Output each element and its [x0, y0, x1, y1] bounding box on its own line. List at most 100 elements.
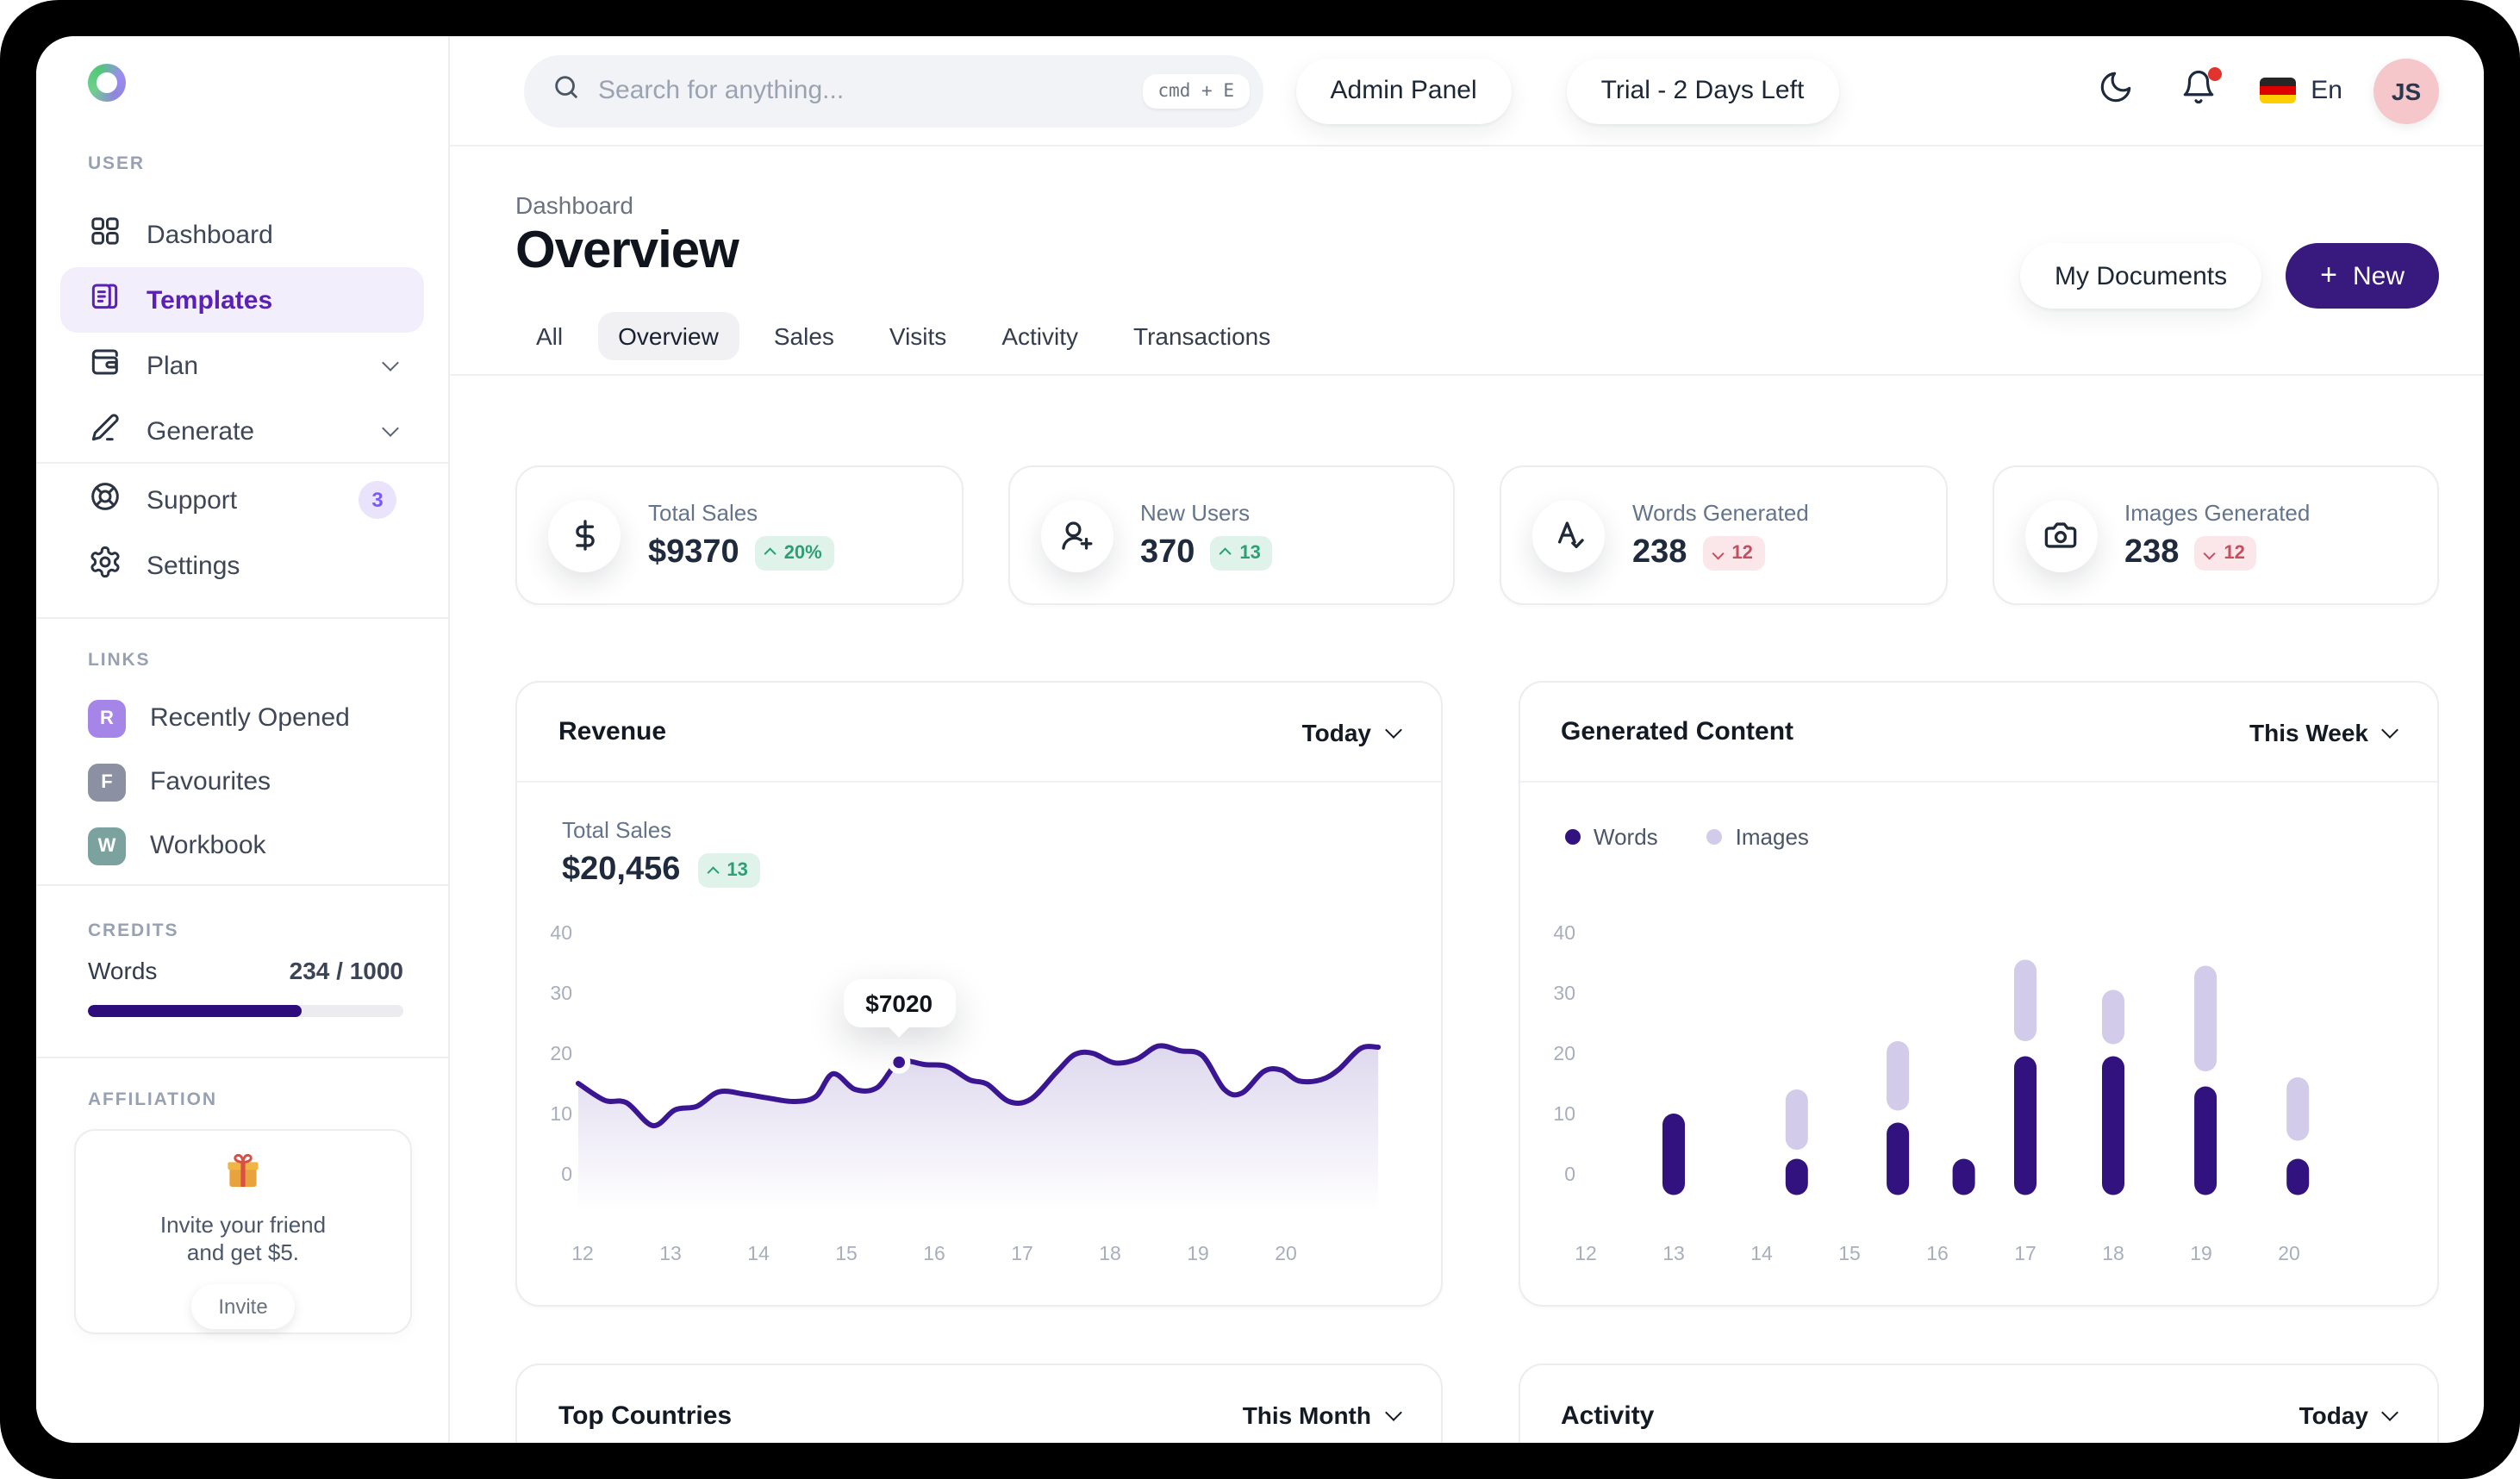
tab-transactions[interactable]: Transactions: [1133, 322, 1271, 350]
sidebar-item-support[interactable]: Support 3: [60, 467, 424, 533]
svg-text:40: 40: [550, 921, 572, 944]
sidebar-support-list: Support 3 Settings: [60, 467, 424, 598]
dark-mode-toggle[interactable]: [2097, 71, 2135, 109]
svg-text:20: 20: [1552, 1042, 1575, 1064]
stat-card-total-sales[interactable]: Total Sales $9370 20%: [515, 465, 963, 605]
stat-title: New Users: [1140, 499, 1251, 525]
chevron-down-icon: [2381, 721, 2398, 738]
header-actions: My Documents + New: [2020, 243, 2439, 309]
legend-item-words: Words: [1564, 824, 1658, 850]
stat-value: 238: [1632, 534, 1687, 570]
svg-text:20: 20: [1275, 1242, 1297, 1264]
search-placeholder: Search for anything...: [598, 76, 845, 105]
topbar: Search for anything... cmd + E Admin Pan…: [450, 36, 2484, 147]
user-avatar[interactable]: JS: [2373, 58, 2439, 123]
stat-card-images-generated[interactable]: Images Generated 238 12: [1992, 465, 2439, 605]
chevron-down-icon: [1384, 721, 1401, 738]
my-documents-button[interactable]: My Documents: [2020, 243, 2262, 309]
svg-text:18: 18: [2101, 1242, 2124, 1264]
link-badge: W: [88, 827, 126, 864]
credits-progress-fill: [88, 1005, 303, 1017]
stat-title: Words Generated: [1632, 499, 1809, 525]
legend-item-images: Images: [1706, 824, 1809, 850]
sidebar-item-plan[interactable]: Plan: [60, 333, 424, 398]
sidebar-item-label: Workbook: [150, 831, 266, 860]
chevron-down-icon: [382, 420, 399, 437]
revenue-period-dropdown[interactable]: Today: [1302, 718, 1401, 746]
top-countries-title: Top Countries: [558, 1401, 733, 1430]
activity-title: Activity: [1561, 1401, 1655, 1430]
sidebar-links-list: R Recently Opened F Favourites W Workboo…: [60, 686, 424, 877]
stat-card-words-generated[interactable]: Words Generated 238 12: [1500, 465, 1947, 605]
app-logo-icon[interactable]: [88, 64, 126, 102]
breadcrumb[interactable]: Dashboard: [515, 191, 633, 219]
stat-value: 370: [1140, 534, 1195, 570]
invite-button[interactable]: Invite: [190, 1283, 296, 1328]
tab-visits[interactable]: Visits: [889, 322, 947, 350]
svg-text:15: 15: [1837, 1242, 1860, 1264]
language-label[interactable]: En: [2311, 76, 2342, 105]
trend-badge: 20%: [754, 535, 834, 570]
svg-text:16: 16: [1925, 1242, 1948, 1264]
sidebar-item-settings[interactable]: Settings: [60, 533, 424, 598]
sidebar-item-recently-opened[interactable]: R Recently Opened: [60, 686, 424, 750]
templates-icon: [88, 279, 122, 321]
tab-sales[interactable]: Sales: [773, 322, 834, 350]
activity-period-dropdown[interactable]: Today: [2299, 1401, 2398, 1429]
sidebar-item-favourites[interactable]: F Favourites: [60, 750, 424, 814]
sidebar-item-dashboard[interactable]: Dashboard: [60, 202, 424, 267]
generated-bar-chart: 0 10 20 30 40 12 13 14 15 16 17 18 19 20: [1552, 921, 2309, 1264]
admin-panel-button[interactable]: Admin Panel: [1295, 58, 1512, 123]
new-button[interactable]: + New: [2286, 243, 2439, 309]
language-flag-button[interactable]: [2259, 72, 2297, 109]
support-count-badge: 3: [359, 481, 396, 519]
sidebar-divider: [36, 884, 448, 886]
sidebar-item-generate[interactable]: Generate: [60, 398, 424, 464]
moon-icon: [2098, 68, 2134, 113]
sidebar-item-label: Dashboard: [147, 220, 273, 249]
sidebar-item-label: Support: [147, 485, 238, 515]
svg-text:14: 14: [747, 1242, 770, 1264]
sidebar-section-user: USER: [88, 153, 145, 174]
link-badge: R: [88, 699, 126, 737]
svg-text:19: 19: [1187, 1242, 1209, 1264]
revenue-metric-label: Total Sales: [562, 817, 672, 843]
chevron-down-icon: [1384, 1404, 1401, 1421]
sidebar-item-label: Recently Opened: [150, 703, 350, 733]
trial-button[interactable]: Trial - 2 Days Left: [1566, 58, 1839, 123]
germany-flag-icon: [2260, 78, 2297, 103]
generated-period-dropdown[interactable]: This Week: [2249, 718, 2398, 746]
tab-all[interactable]: All: [536, 322, 564, 350]
stat-card-new-users[interactable]: New Users 370 13: [1007, 465, 1455, 605]
sidebar: USER Dashboard Templates Plan Gene: [36, 36, 450, 1443]
svg-text:0: 0: [1563, 1163, 1575, 1185]
credits-metric-label: Words: [88, 957, 158, 984]
credits-value: 234 / 1000: [289, 957, 403, 984]
sidebar-item-label: Plan: [147, 351, 199, 380]
svg-text:10: 10: [1552, 1102, 1575, 1125]
tab-bar: All Overview Sales Visits Activity Trans…: [515, 312, 1291, 360]
affiliation-text: Invite your friend and get $5.: [159, 1212, 327, 1266]
tab-overview[interactable]: Overview: [597, 312, 739, 360]
sidebar-item-templates[interactable]: Templates: [60, 267, 424, 333]
top-countries-period-dropdown[interactable]: This Month: [1243, 1401, 1401, 1429]
svg-text:13: 13: [659, 1242, 682, 1264]
sidebar-item-workbook[interactable]: W Workbook: [60, 814, 424, 877]
revenue-chart-body: Total Sales $20,456 13 0 10 20 30 40 12 13 14 15…: [517, 783, 1440, 1305]
chart-tooltip: $7020: [843, 979, 956, 1028]
sidebar-divider: [36, 1057, 448, 1058]
svg-text:30: 30: [1552, 982, 1575, 1004]
svg-text:0: 0: [561, 1163, 572, 1185]
svg-text:16: 16: [923, 1242, 945, 1264]
main-area: Dashboard Overview All Overview Sales Vi…: [450, 147, 2484, 1443]
tab-activity[interactable]: Activity: [1001, 322, 1078, 350]
search-input[interactable]: Search for anything... cmd + E: [524, 54, 1263, 127]
svg-text:17: 17: [1011, 1242, 1033, 1264]
notifications-button[interactable]: [2180, 66, 2222, 109]
chevron-down-icon: [2381, 1404, 2398, 1421]
generated-chart-body: Words Images 0 10 20 30 40 12 13 14 15 16 17 18 19 20: [1519, 783, 2437, 1305]
gift-icon: [222, 1151, 264, 1201]
sidebar-section-links: LINKS: [88, 650, 151, 671]
stat-title: Images Generated: [2124, 499, 2311, 525]
page-header: Dashboard Overview All Overview Sales Vi…: [450, 147, 2484, 376]
